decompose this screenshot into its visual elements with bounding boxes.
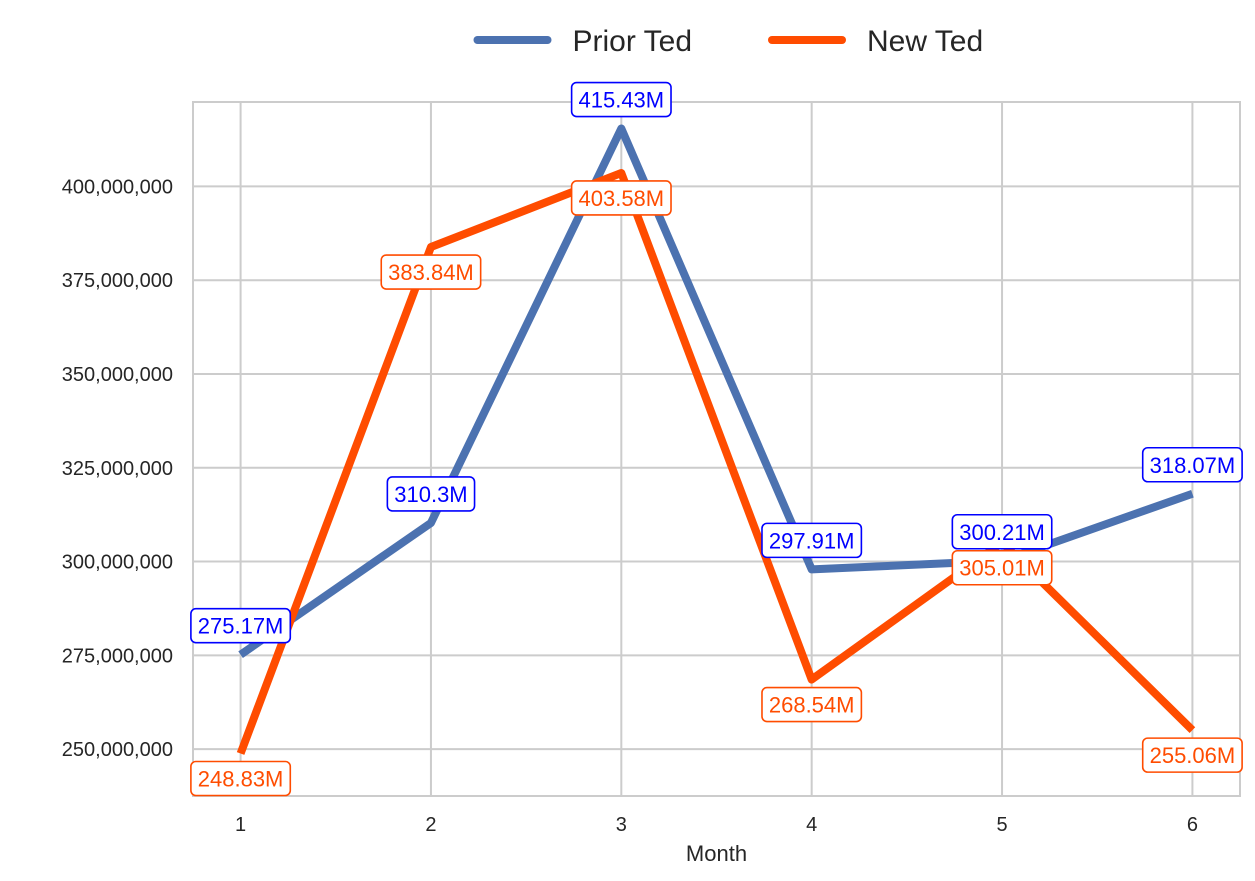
data-label: 297.91M	[761, 522, 863, 559]
data-label-box	[386, 476, 476, 512]
legend-item: New Ted	[768, 25, 983, 58]
data-label-box	[190, 607, 292, 644]
data-label-text: 318.07M	[1150, 453, 1236, 478]
data-label: 248.83M	[190, 760, 292, 797]
data-label-box	[380, 254, 482, 290]
grid-layer	[193, 102, 1240, 796]
x-axis-ticks: 1 2 3 4 5 6	[235, 814, 1198, 836]
data-label-box	[761, 522, 863, 559]
data-label-text: 403.58M	[579, 186, 665, 211]
data-label-text: 415.43M	[579, 88, 665, 113]
data-label-text: 268.54M	[769, 693, 855, 718]
data-label-text: 297.91M	[769, 528, 855, 553]
data-label-box	[761, 686, 863, 723]
data-label-text: 255.06M	[1150, 743, 1236, 768]
data-label: 300.21M	[951, 513, 1053, 550]
series-line-1	[238, 124, 1194, 658]
x-tick-label: 6	[1187, 814, 1198, 836]
data-label: 255.06M	[1141, 737, 1243, 773]
y-axis-ticks: 250,000,000 275,000,000 300,000,000 325,000…	[62, 176, 173, 761]
legend: Prior Ted New Ted	[473, 25, 983, 58]
data-label-text: 305.01M	[959, 556, 1045, 581]
data-label: 310.3M	[386, 476, 476, 512]
data-label: 268.54M	[761, 686, 863, 723]
y-tick-label: 275,000,000	[62, 645, 173, 667]
data-label-text: 310.3M	[394, 482, 467, 507]
data-label-text: 300.21M	[959, 520, 1045, 545]
data-label-text: 248.83M	[198, 766, 284, 791]
data-label-box	[1141, 737, 1243, 773]
x-tick-label: 2	[425, 814, 436, 836]
data-label-box	[570, 180, 672, 216]
data-label: 415.43M	[570, 81, 672, 118]
data-label-box	[190, 760, 292, 797]
data-label-text: 275.17M	[198, 614, 284, 639]
data-label-box	[1141, 446, 1243, 483]
y-tick-label: 400,000,000	[62, 176, 173, 198]
plot-frame	[192, 101, 1241, 797]
data-label-box	[951, 513, 1053, 550]
data-label: 275.17M	[190, 607, 292, 644]
data-label: 383.84M	[380, 254, 482, 290]
y-tick-label: 375,000,000	[62, 270, 173, 292]
data-label-text: 383.84M	[388, 260, 474, 285]
x-tick-label: 4	[806, 814, 817, 836]
y-tick-label: 350,000,000	[62, 364, 173, 386]
x-tick-label: 1	[235, 814, 246, 836]
legend-label: Prior Ted	[573, 25, 693, 58]
y-tick-label: 300,000,000	[62, 552, 173, 574]
legend-item: Prior Ted	[473, 25, 693, 58]
y-tick-label: 325,000,000	[62, 458, 173, 480]
series-layer	[236, 124, 1196, 755]
data-label: 305.01M	[951, 549, 1053, 586]
x-tick-label: 3	[616, 814, 627, 836]
data-label-box	[570, 81, 672, 118]
x-axis-title: Month	[686, 841, 747, 866]
data-label-box	[951, 549, 1053, 586]
data-label: 403.58M	[570, 180, 672, 216]
data-label-layer: 275.17M 310.3M 415.43M 297.91M 300.21M 318.07…	[190, 81, 1243, 797]
legend-label: New Ted	[867, 25, 983, 58]
x-tick-label: 5	[996, 814, 1007, 836]
y-tick-label: 250,000,000	[62, 739, 173, 761]
data-label: 318.07M	[1141, 446, 1243, 483]
